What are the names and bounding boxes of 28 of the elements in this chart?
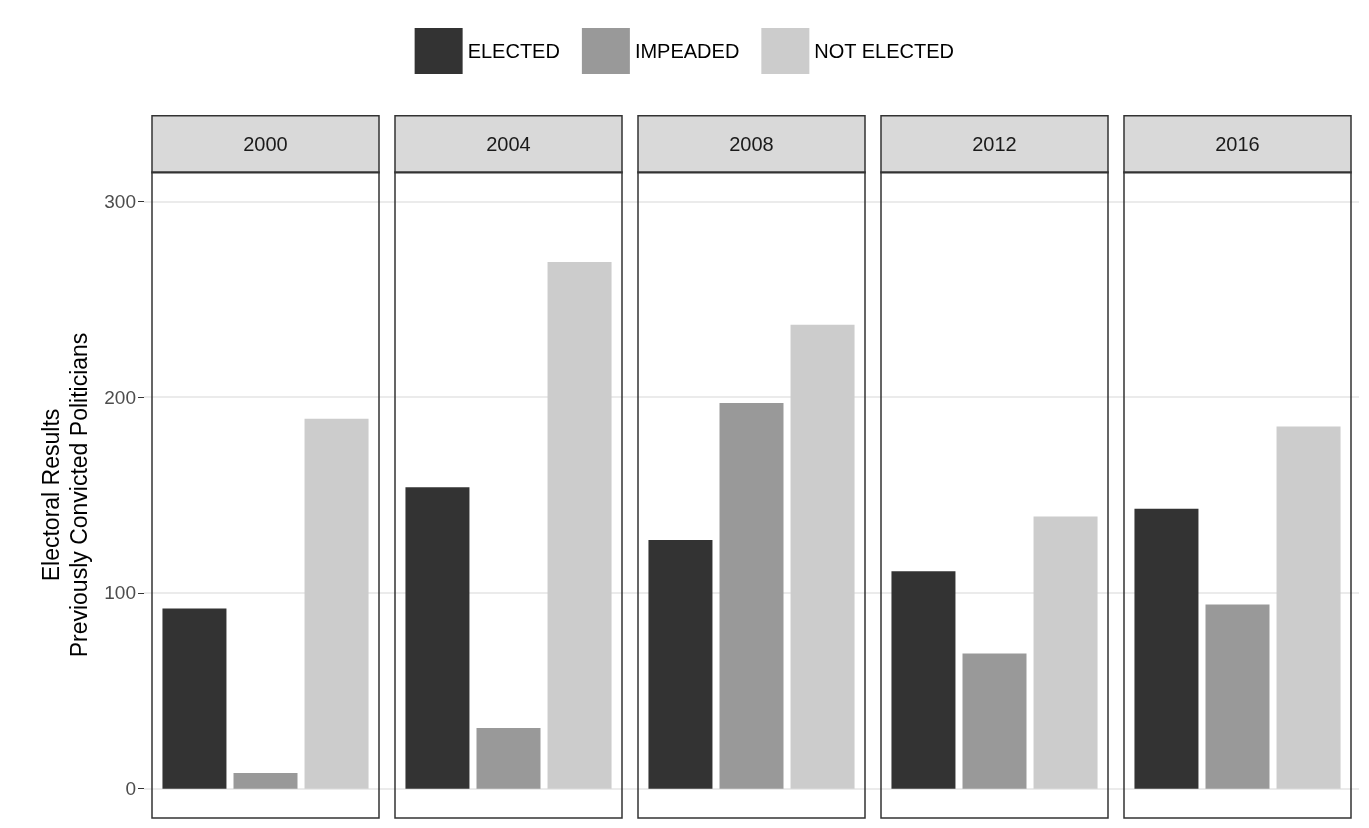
bar [1276, 426, 1341, 789]
y-tick-label: 0 [125, 778, 136, 800]
legend-label: IMPEADED [634, 40, 740, 62]
bar [1205, 604, 1270, 789]
bar [233, 772, 298, 789]
y-tick-label: 300 [104, 190, 136, 212]
legend-label: NOT ELECTED [814, 40, 955, 62]
bar [1033, 516, 1098, 789]
x-tick-label: 2004 [486, 133, 531, 156]
bar [1134, 508, 1199, 789]
x-tick-label: 2012 [972, 133, 1017, 156]
bar [719, 402, 784, 789]
legend-label: ELECTED [467, 40, 560, 62]
bar [891, 571, 956, 789]
bar [476, 727, 541, 789]
y-axis-title: Electoral Results Previously Convicted Politicians [38, 332, 93, 658]
bar [790, 324, 855, 789]
x-tick-label: 2000 [243, 133, 288, 156]
x-tick-label: 2016 [1215, 133, 1260, 156]
bar [547, 262, 612, 789]
bar [648, 540, 713, 789]
bar [162, 608, 227, 789]
y-tick-label: 100 [104, 582, 136, 604]
bar [962, 653, 1027, 789]
bar [304, 418, 369, 789]
y-tick-label: 200 [104, 386, 136, 408]
x-tick-label: 2008 [729, 133, 774, 156]
bar [405, 487, 470, 789]
